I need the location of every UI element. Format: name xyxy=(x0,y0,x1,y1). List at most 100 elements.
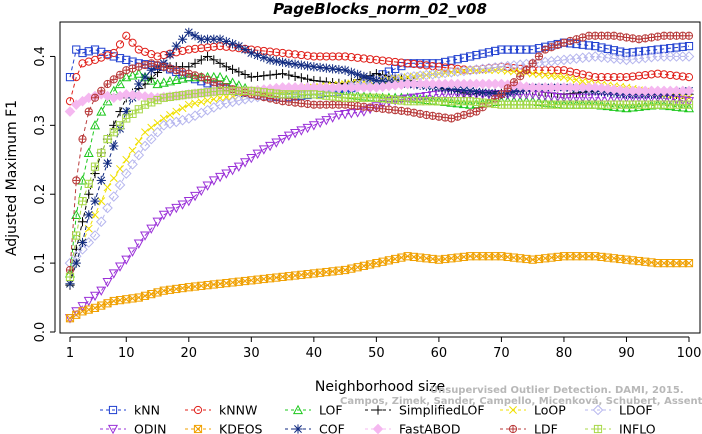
data-point xyxy=(83,296,94,307)
data-point xyxy=(622,48,631,58)
data-point xyxy=(190,44,200,53)
data-point xyxy=(102,158,113,168)
data-point xyxy=(615,102,626,112)
data-point xyxy=(152,78,163,89)
data-point xyxy=(303,51,312,60)
data-point xyxy=(459,85,469,95)
data-point xyxy=(221,62,231,72)
data-point xyxy=(197,97,206,106)
data-point xyxy=(684,259,694,268)
data-point xyxy=(522,66,531,75)
data-point xyxy=(316,52,325,61)
data-point xyxy=(128,38,137,47)
data-point xyxy=(534,52,544,61)
data-point xyxy=(134,293,143,302)
data-point xyxy=(478,87,488,97)
data-point xyxy=(572,75,581,84)
data-point xyxy=(384,57,393,66)
data-point xyxy=(78,59,87,68)
data-point xyxy=(309,62,319,72)
data-point xyxy=(278,48,287,58)
data-point xyxy=(108,191,120,202)
data-point xyxy=(108,269,119,279)
x-tick-label: 60 xyxy=(431,346,448,361)
data-point xyxy=(353,53,362,62)
data-point xyxy=(97,148,106,157)
data-point xyxy=(97,197,106,206)
data-point xyxy=(559,66,569,75)
legend-item-ldf: LDF xyxy=(500,422,558,434)
data-point xyxy=(90,45,100,54)
series-line-odin xyxy=(69,93,690,319)
watermark-line-1: Unsupervised Outlier Detection. DAMI, 20… xyxy=(430,385,684,396)
data-point xyxy=(347,53,356,62)
data-point xyxy=(227,64,238,74)
data-point xyxy=(566,36,575,46)
data-point xyxy=(528,59,537,68)
data-point xyxy=(178,104,187,113)
data-point xyxy=(309,52,318,61)
legend-item-inflo: INFLO xyxy=(585,422,656,434)
data-point xyxy=(602,100,613,111)
data-point xyxy=(65,265,75,275)
data-point xyxy=(684,42,694,51)
data-point xyxy=(83,147,94,157)
data-point xyxy=(684,100,694,109)
data-point xyxy=(603,44,612,53)
data-point xyxy=(265,55,275,65)
x-tick-label: 1 xyxy=(66,346,74,361)
data-point xyxy=(290,128,301,139)
legend-item-kdeos: KDEOS xyxy=(185,422,263,434)
data-point xyxy=(558,93,569,104)
data-point xyxy=(416,60,425,69)
data-point xyxy=(227,166,238,176)
legend-marker xyxy=(593,424,603,434)
data-point xyxy=(102,90,113,102)
data-point xyxy=(297,50,306,60)
data-point xyxy=(678,42,687,51)
data-point xyxy=(166,111,174,119)
data-point xyxy=(109,174,118,183)
data-point xyxy=(246,72,256,82)
data-point xyxy=(566,74,575,83)
series-line-lof xyxy=(69,73,690,274)
legend-marker xyxy=(193,405,203,415)
data-point xyxy=(65,97,75,106)
data-point xyxy=(89,291,101,302)
data-point xyxy=(516,72,525,81)
data-point xyxy=(491,99,500,109)
legend-marker xyxy=(108,405,118,415)
data-point xyxy=(164,118,176,129)
data-point xyxy=(559,73,568,82)
data-point xyxy=(133,90,145,102)
data-point xyxy=(641,46,650,56)
data-point xyxy=(496,78,507,90)
legend-label: LoOP xyxy=(534,403,566,418)
data-point xyxy=(203,43,212,52)
data-point xyxy=(578,77,587,86)
data-point xyxy=(283,131,294,141)
data-point xyxy=(78,197,87,206)
data-point xyxy=(589,82,601,93)
data-point xyxy=(77,217,88,227)
legend-label: SimplifiedLOF xyxy=(399,403,485,418)
data-point xyxy=(552,92,563,103)
data-point xyxy=(609,73,619,82)
watermark-line-2: Campos, Zimek, Sander, Campello, Micenko… xyxy=(340,395,702,407)
data-point xyxy=(114,262,126,272)
legend-item-ldof: LDOF xyxy=(585,403,653,418)
data-point xyxy=(65,272,75,281)
x-tick-label: 90 xyxy=(618,346,635,361)
data-point xyxy=(189,110,201,121)
data-point xyxy=(72,176,81,185)
legend-label: kNNW xyxy=(219,403,257,418)
data-point xyxy=(215,172,226,183)
data-point xyxy=(534,44,544,53)
data-point xyxy=(416,109,425,118)
data-point xyxy=(277,57,288,67)
data-point xyxy=(103,79,112,89)
data-point xyxy=(152,217,163,228)
data-point xyxy=(577,93,588,104)
data-point xyxy=(684,31,694,40)
data-point xyxy=(265,47,275,56)
